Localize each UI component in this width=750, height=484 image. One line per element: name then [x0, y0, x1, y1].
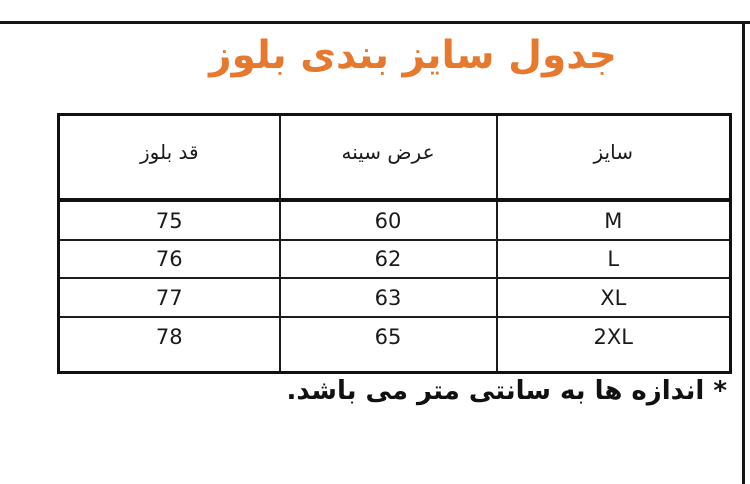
cell-size: XL [495, 277, 732, 318]
table-row-l: L 62 76 [57, 239, 732, 279]
cell-size: 2XL [495, 316, 732, 374]
header-cell-chest-width: عرض سینه [278, 113, 498, 202]
cell-blouse-length: 78 [57, 316, 281, 374]
header-cell-blouse-length: قد بلوز [57, 113, 281, 202]
size-table: سایز عرض سینه قد بلوز M 60 75 L 62 76 XL… [57, 113, 732, 374]
cell-blouse-length: 76 [57, 239, 281, 279]
table-row-xl: XL 63 77 [57, 277, 732, 318]
table-row-m: M 60 75 [57, 199, 732, 241]
unit-footnote: * اندازه ها به سانتی متر می باشد. [286, 376, 728, 406]
header-cell-size: سایز [495, 113, 732, 202]
cell-blouse-length: 77 [57, 277, 281, 318]
cell-size: L [495, 239, 732, 279]
cell-chest-width: 63 [278, 277, 498, 318]
frame-top-border [0, 21, 750, 24]
cell-blouse-length: 75 [57, 199, 281, 241]
cell-chest-width: 62 [278, 239, 498, 279]
table-row-2xl: 2XL 65 78 [57, 316, 732, 374]
cell-size: M [495, 199, 732, 241]
table-header-row: سایز عرض سینه قد بلوز [57, 113, 732, 202]
frame-right-border [742, 21, 745, 484]
cell-chest-width: 60 [278, 199, 498, 241]
page-title: جدول سایز بندی بلوز [209, 33, 617, 78]
cell-chest-width: 65 [278, 316, 498, 374]
